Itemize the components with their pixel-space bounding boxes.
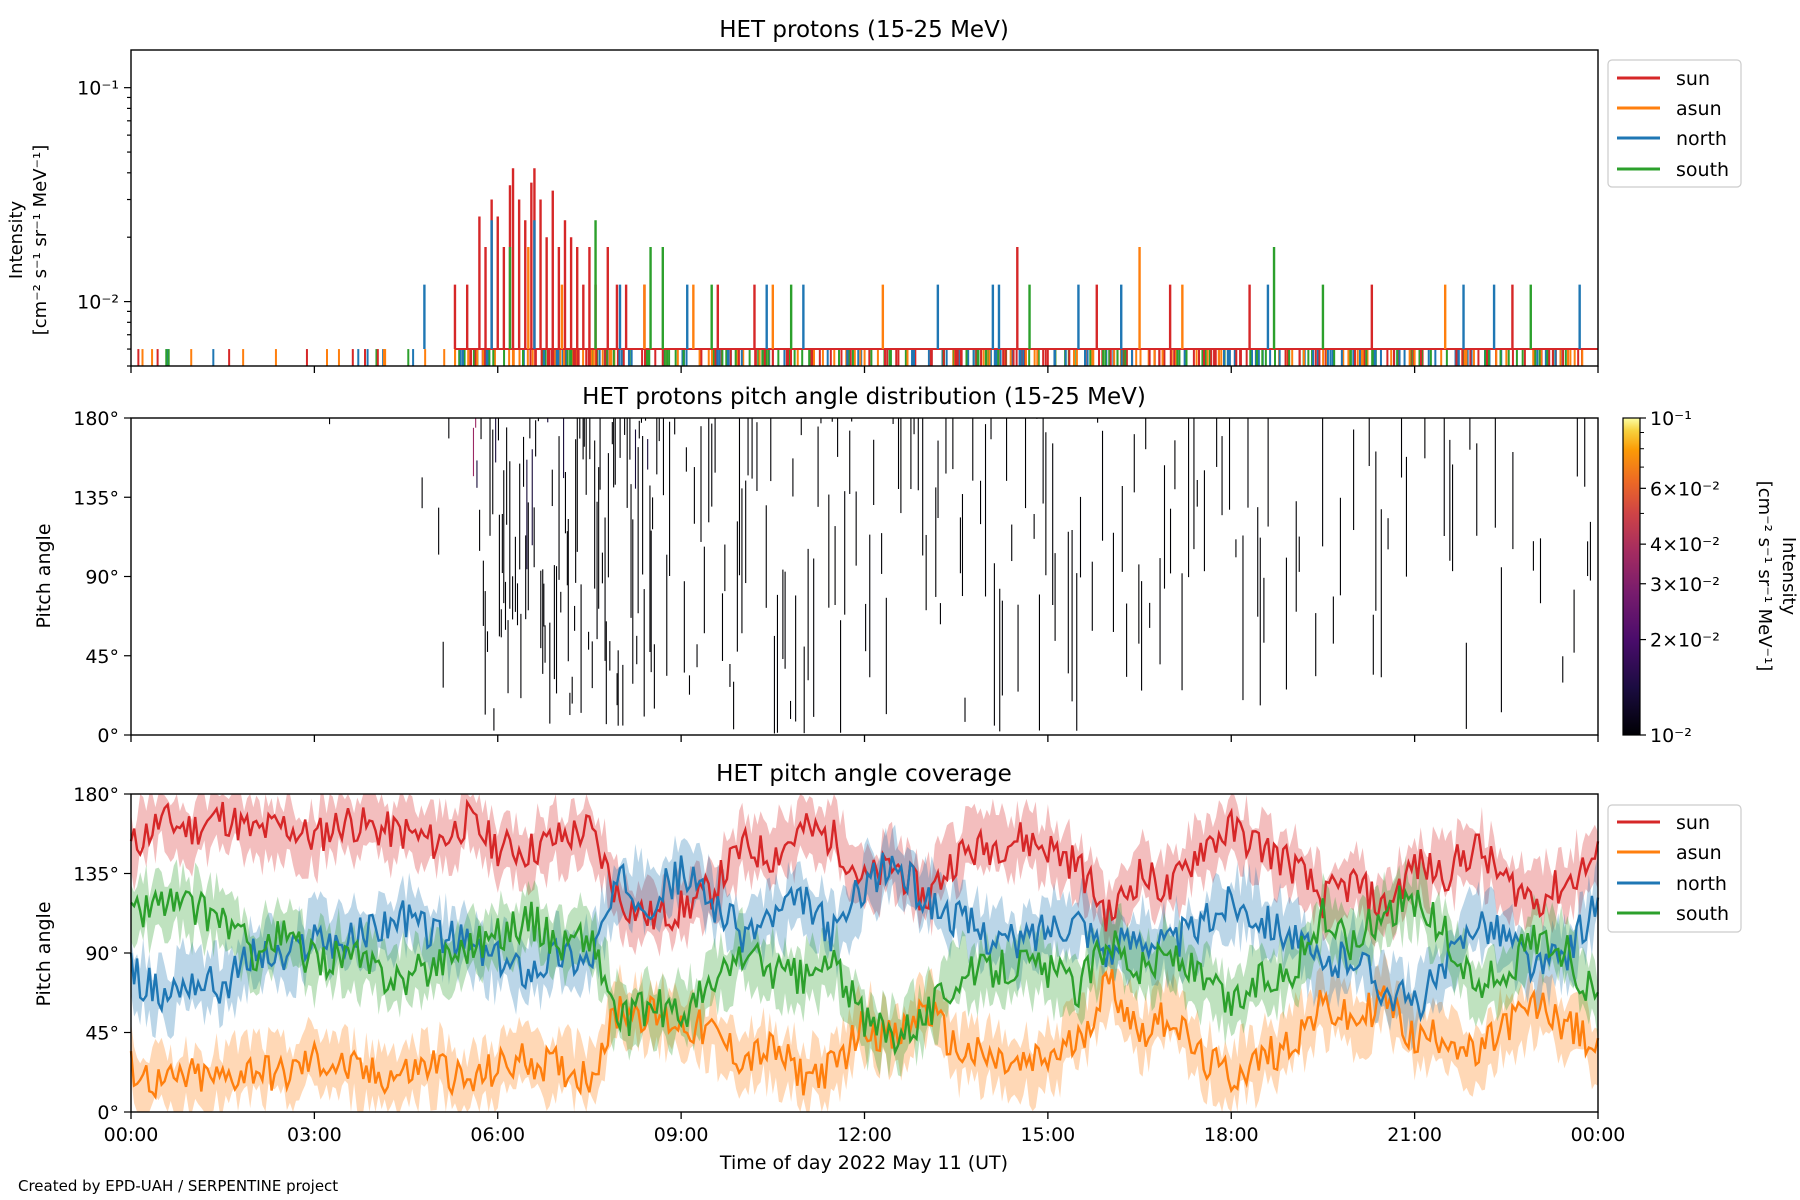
panel3-legend-label-asun: asun	[1676, 842, 1722, 864]
panel2-heatmap-group	[329, 418, 1591, 734]
panel3-legend-box	[1607, 804, 1742, 933]
panel1-ylabel-line1: Intensity	[6, 200, 27, 279]
panel1-legend-label-south: south	[1676, 159, 1729, 181]
panel2-frame	[130, 417, 1599, 736]
panel-pad: HET protons pitch angle distribution (15…	[33, 384, 1799, 747]
colorbar-tick-label: 2×10⁻²	[1650, 630, 1720, 652]
panel3-title: HET pitch angle coverage	[716, 761, 1012, 787]
panel1-xaxis-ticks	[130, 366, 1599, 373]
panel2-ylabel: Pitch angle	[33, 523, 55, 628]
series-sun	[453, 168, 1514, 350]
panel1-ylabel-line2: [cm⁻² s⁻¹ sr⁻¹ MeV⁻¹]	[30, 145, 51, 336]
xtick-label: 15:00	[1020, 1124, 1075, 1146]
ytick-label: 0°	[97, 725, 119, 747]
panel1-legend: sun asun north south	[1607, 59, 1742, 188]
panel3-legend-label-south: south	[1676, 903, 1729, 925]
line-sun	[129, 798, 1600, 932]
panel2-colorbar: 10⁻² 2×10⁻² 3×10⁻² 4×10⁻² 6×10⁻² 10⁻¹ Intensi…	[1622, 408, 1799, 747]
colorbar-tick-label: 4×10⁻²	[1650, 534, 1720, 556]
ytick-label: 90°	[85, 943, 119, 965]
panel3-legend: sun asun north south	[1607, 804, 1742, 933]
xtick-label: 03:00	[287, 1124, 342, 1146]
xtick-label: 09:00	[654, 1124, 709, 1146]
panel1-legend-label-north: north	[1676, 128, 1727, 150]
panel1-legend-label-asun: asun	[1676, 98, 1722, 120]
xtick-label: 18:00	[1204, 1124, 1259, 1146]
line-north	[129, 852, 1600, 1023]
ytick-label: 45°	[85, 646, 119, 668]
colorbar-ticks: 10⁻² 2×10⁻² 3×10⁻² 4×10⁻² 6×10⁻² 10⁻¹	[1640, 408, 1720, 747]
panel2-xaxis-ticks	[130, 735, 1599, 742]
line-south	[130, 885, 1600, 1056]
colorbar-tick-label: 6×10⁻²	[1650, 478, 1720, 500]
panel1-ylabel: Intensity [cm⁻² s⁻¹ sr⁻¹ MeV⁻¹]	[6, 145, 51, 336]
colorbar-tick-label: 3×10⁻²	[1650, 574, 1720, 596]
xtick-label: 00:00	[1571, 1124, 1626, 1146]
panel-coverage: HET pitch angle coverage Pitch angle 0° 4…	[33, 761, 1742, 1174]
xtick-label: 21:00	[1387, 1124, 1442, 1146]
xtick-label: 06:00	[470, 1124, 525, 1146]
panel1-legend-box	[1607, 59, 1742, 188]
panel1-legend-label-sun: sun	[1676, 68, 1710, 90]
ytick-label: 135°	[73, 864, 119, 886]
panel3-ylabel: Pitch angle	[33, 901, 55, 1006]
panel1-frame	[130, 49, 1599, 367]
panel2-title: HET protons pitch angle distribution (15…	[582, 384, 1146, 410]
panel3-series-group	[129, 794, 1600, 1112]
series-north	[423, 220, 1581, 350]
band-sun	[131, 794, 1598, 957]
colorbar-tick-label: 10⁻²	[1650, 725, 1692, 747]
panel3-legend-label-sun: sun	[1676, 812, 1710, 834]
ytick-label: 180°	[73, 408, 119, 430]
colorbar-label: Intensity [cm⁻² s⁻¹ sr⁻¹ MeV⁻¹]	[1754, 481, 1799, 672]
panel-intensity: HET protons (15-25 MeV) Intensity [cm⁻² …	[6, 17, 1742, 373]
ytick-label: 45°	[85, 1023, 119, 1045]
xtick-label: 12:00	[837, 1124, 892, 1146]
panel1-series-group	[137, 168, 1598, 366]
band-south	[131, 853, 1598, 1078]
panel3-xaxis-ticks	[130, 1112, 1599, 1119]
ytick-label: 10⁻²	[77, 292, 119, 314]
ytick-label: 10⁻¹	[77, 78, 119, 100]
panel3-yaxis: 0° 45° 90° 135° 180°	[73, 784, 131, 1124]
panel3-legend-label-north: north	[1676, 873, 1727, 895]
xaxis-tick-labels: 00:00 03:00 06:00 09:00 12:00 15:00 18:00 21:00…	[104, 1124, 1626, 1146]
credit-text: Created by EPD-UAH / SERPENTINE project	[18, 1177, 339, 1195]
xaxis-label: Time of day 2022 May 11 (UT)	[719, 1152, 1008, 1174]
xtick-label: 00:00	[104, 1124, 159, 1146]
colorbar-label-line2: [cm⁻² s⁻¹ sr⁻¹ MeV⁻¹]	[1754, 481, 1775, 672]
panel1-baseline-noise	[137, 348, 1598, 366]
panel1-yaxis: 10⁻² 10⁻¹	[77, 78, 131, 367]
panel2-yaxis: 0° 45° 90° 135° 180°	[73, 408, 131, 747]
ytick-label: 0°	[97, 1102, 119, 1124]
ytick-label: 90°	[85, 567, 119, 589]
ytick-label: 135°	[73, 487, 119, 509]
series-asun	[527, 246, 1447, 350]
colorbar-tick-label: 10⁻¹	[1650, 408, 1692, 430]
panel1-title: HET protons (15-25 MeV)	[719, 17, 1009, 43]
ytick-label: 180°	[73, 784, 119, 806]
colorbar-label-line1: Intensity	[1778, 537, 1799, 616]
series-south	[508, 220, 1532, 350]
colorbar-gradient	[1622, 417, 1641, 736]
